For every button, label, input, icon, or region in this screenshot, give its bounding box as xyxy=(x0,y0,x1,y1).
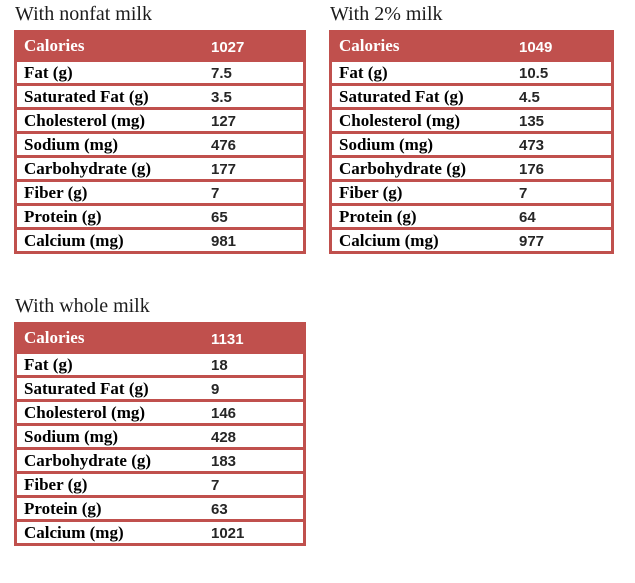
table-row: Fat (g) 18 xyxy=(17,351,303,375)
nutrition-panel-nonfat: With nonfat milk Calories 1027 Fat (g) 7… xyxy=(14,3,306,254)
header-label: Calories xyxy=(24,328,85,347)
table-header-row: Calories 1049 xyxy=(332,33,611,59)
table-row: Carbohydrate (g) 183 xyxy=(17,447,303,471)
table-row: Calcium (mg) 981 xyxy=(17,227,303,251)
table-row: Fiber (g) 7 xyxy=(17,179,303,203)
row-value: 183 xyxy=(211,453,237,470)
nutrition-table-nonfat: Calories 1027 Fat (g) 7.5 Saturated Fat … xyxy=(14,30,306,254)
row-label: Calcium (mg) xyxy=(24,230,124,250)
row-value: 7 xyxy=(519,185,528,202)
table-row: Saturated Fat (g) 3.5 xyxy=(17,83,303,107)
row-label: Fiber (g) xyxy=(24,182,88,202)
row-value: 135 xyxy=(519,113,545,130)
row-label: Fat (g) xyxy=(24,354,73,374)
row-value: 18 xyxy=(211,357,228,374)
table-row: Fat (g) 10.5 xyxy=(332,59,611,83)
row-value: 473 xyxy=(519,137,545,154)
table-row: Sodium (mg) 473 xyxy=(332,131,611,155)
row-value: 127 xyxy=(211,113,237,130)
table-row: Sodium (mg) 428 xyxy=(17,423,303,447)
row-label: Cholesterol (mg) xyxy=(24,110,146,130)
table-row: Saturated Fat (g) 4.5 xyxy=(332,83,611,107)
row-value: 64 xyxy=(519,209,536,226)
table-title: With 2% milk xyxy=(330,3,443,25)
header-value: 1049 xyxy=(519,38,553,56)
row-value: 9 xyxy=(211,381,220,398)
table-row: Calcium (mg) 1021 xyxy=(17,519,303,543)
table-row: Fiber (g) 7 xyxy=(332,179,611,203)
row-value: 7 xyxy=(211,185,220,202)
row-value: 4.5 xyxy=(519,89,540,106)
table-row: Cholesterol (mg) 127 xyxy=(17,107,303,131)
row-label: Sodium (mg) xyxy=(24,426,118,446)
table-row: Protein (g) 65 xyxy=(17,203,303,227)
table-title: With nonfat milk xyxy=(15,3,152,25)
table-row: Fat (g) 7.5 xyxy=(17,59,303,83)
row-value: 7 xyxy=(211,477,220,494)
table-row: Calcium (mg) 977 xyxy=(332,227,611,251)
row-value: 176 xyxy=(519,161,545,178)
row-label: Saturated Fat (g) xyxy=(24,86,149,106)
row-label: Cholesterol (mg) xyxy=(339,110,461,130)
row-label: Protein (g) xyxy=(339,206,417,226)
row-value: 981 xyxy=(211,233,237,250)
row-value: 1021 xyxy=(211,525,245,542)
row-value: 65 xyxy=(211,209,228,226)
table-header-row: Calories 1131 xyxy=(17,325,303,351)
row-label: Sodium (mg) xyxy=(339,134,433,154)
row-value: 146 xyxy=(211,405,237,422)
table-row: Protein (g) 64 xyxy=(332,203,611,227)
row-label: Carbohydrate (g) xyxy=(339,158,467,178)
row-label: Cholesterol (mg) xyxy=(24,402,146,422)
table-row: Cholesterol (mg) 146 xyxy=(17,399,303,423)
row-label: Fiber (g) xyxy=(339,182,403,202)
table-row: Sodium (mg) 476 xyxy=(17,131,303,155)
row-value: 3.5 xyxy=(211,89,232,106)
table-row: Cholesterol (mg) 135 xyxy=(332,107,611,131)
table-row: Protein (g) 63 xyxy=(17,495,303,519)
nutrition-table-2percent: Calories 1049 Fat (g) 10.5 Saturated Fat… xyxy=(329,30,614,254)
row-value: 7.5 xyxy=(211,65,232,82)
row-value: 10.5 xyxy=(519,65,549,82)
nutrition-panel-2percent: With 2% milk Calories 1049 Fat (g) 10.5 … xyxy=(329,3,614,254)
table-row: Saturated Fat (g) 9 xyxy=(17,375,303,399)
row-label: Saturated Fat (g) xyxy=(339,86,464,106)
table-header-row: Calories 1027 xyxy=(17,33,303,59)
row-label: Fat (g) xyxy=(24,62,73,82)
row-value: 977 xyxy=(519,233,545,250)
row-label: Carbohydrate (g) xyxy=(24,450,152,470)
header-label: Calories xyxy=(24,36,85,55)
row-label: Calcium (mg) xyxy=(339,230,439,250)
header-value: 1131 xyxy=(211,330,244,348)
table-row: Carbohydrate (g) 177 xyxy=(17,155,303,179)
header-value: 1027 xyxy=(211,38,245,56)
row-label: Calcium (mg) xyxy=(24,522,124,542)
row-value: 428 xyxy=(211,429,237,446)
table-row: Carbohydrate (g) 176 xyxy=(332,155,611,179)
row-label: Fiber (g) xyxy=(24,474,88,494)
table-title: With whole milk xyxy=(15,295,150,317)
row-label: Fat (g) xyxy=(339,62,388,82)
nutrition-table-whole: Calories 1131 Fat (g) 18 Saturated Fat (… xyxy=(14,322,306,546)
table-row: Fiber (g) 7 xyxy=(17,471,303,495)
row-value: 63 xyxy=(211,501,228,518)
nutrition-panel-whole: With whole milk Calories 1131 Fat (g) 18… xyxy=(14,295,306,546)
row-label: Saturated Fat (g) xyxy=(24,378,149,398)
row-value: 476 xyxy=(211,137,237,154)
row-label: Carbohydrate (g) xyxy=(24,158,152,178)
row-value: 177 xyxy=(211,161,237,178)
row-label: Protein (g) xyxy=(24,498,102,518)
header-label: Calories xyxy=(339,36,400,55)
row-label: Protein (g) xyxy=(24,206,102,226)
row-label: Sodium (mg) xyxy=(24,134,118,154)
